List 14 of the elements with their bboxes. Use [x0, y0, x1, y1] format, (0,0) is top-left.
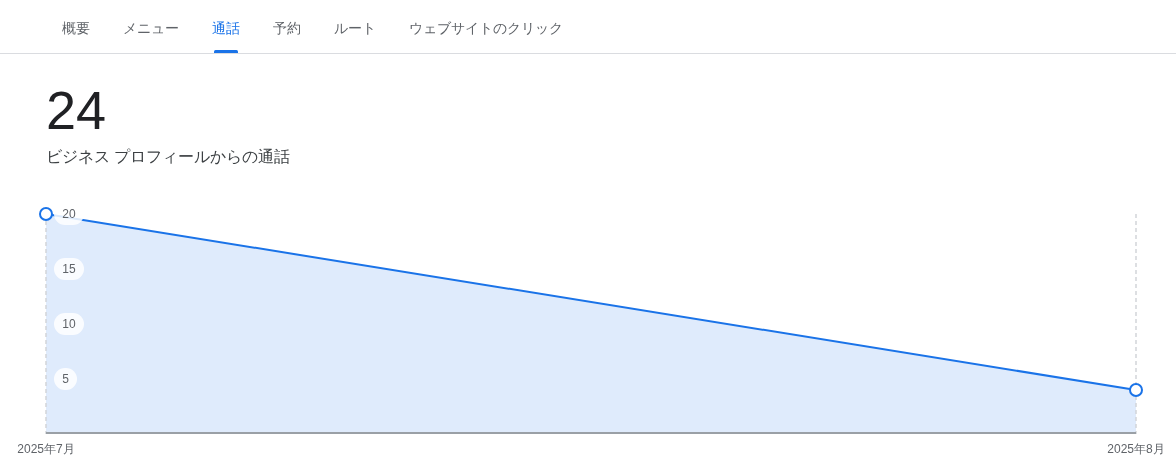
- chart-title: 24: [46, 80, 107, 140]
- x-tick-label: 2025年8月: [1107, 442, 1165, 456]
- text: 概要: [62, 20, 90, 36]
- text: ウェブサイトのクリック: [409, 20, 563, 36]
- y-tick-label: 10: [62, 317, 76, 332]
- chart-subtitle: ビジネス プロフィールからの通話: [46, 148, 291, 165]
- text: 予約: [273, 20, 301, 36]
- y-tick-label: 5: [62, 372, 70, 387]
- text: 通話: [212, 20, 240, 36]
- text: ルート: [334, 20, 376, 36]
- text: メニュー: [123, 20, 179, 36]
- y-tick-label: 15: [62, 262, 76, 277]
- x-tick-label: 2025年7月: [17, 442, 75, 456]
- y-tick-label: 20: [62, 207, 76, 222]
